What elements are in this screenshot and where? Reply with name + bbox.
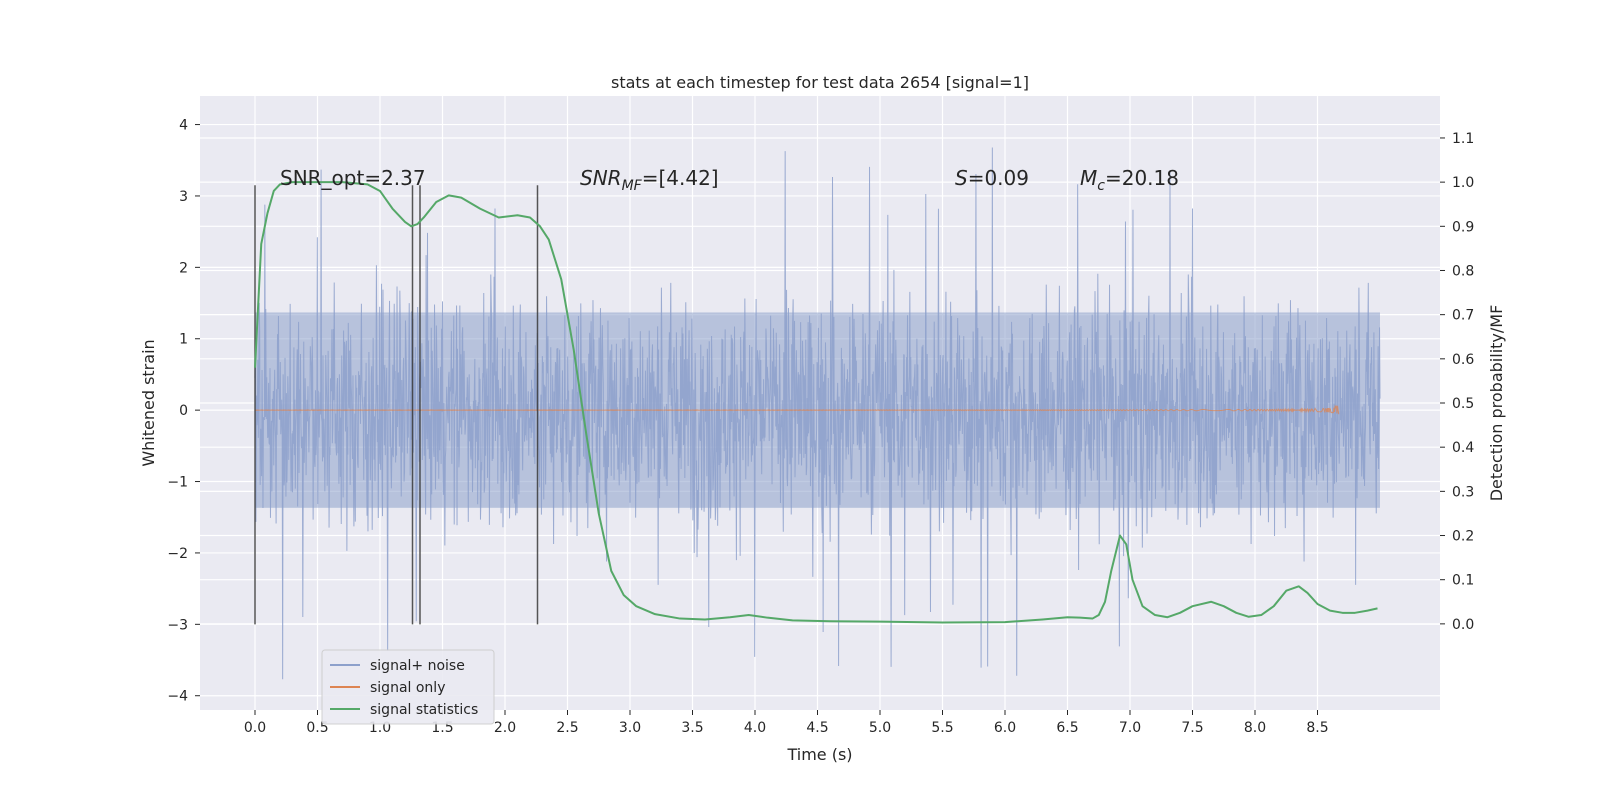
x-tick-label: 2.5 [556, 720, 578, 736]
legend: signal+ noise signal only signal statist… [321, 649, 495, 725]
chart-title: stats at each timestep for test data 265… [611, 73, 1029, 92]
annotations: SNR_opt=2.37 SNRMF=[4.42] S=0.09 Mc=20.18 [280, 166, 1179, 194]
series-line-signal-statistics [254, 181, 1378, 624]
series-line-signal-only [254, 404, 1340, 415]
annotation-symbol: M [1080, 166, 1097, 190]
y-tick-label-right: 0.5 [1452, 396, 1474, 412]
y-tick-label-left: 2 [179, 260, 188, 276]
annotation-symbol: S [955, 166, 968, 190]
y-tick-label-right: 1.0 [1452, 175, 1474, 191]
x-tick-label: 6.5 [1056, 720, 1078, 736]
legend-label-signal-plus-noise: signal+ noise [370, 658, 465, 674]
y-tick-label-right: 0.0 [1452, 617, 1474, 633]
axis-ticks: 0.0 0.5 1.0 1.5 2.0 2.5 3.0 3.5 4.0 4.5 5.0 5.5 6.0 6… [167, 118, 1474, 736]
annotation-subscript: c [1097, 178, 1105, 194]
series-line-signal-plus-noise [254, 147, 1381, 680]
x-tick-label: 3.5 [681, 720, 703, 736]
y-tick-label-left: 1 [179, 332, 188, 348]
y-tick-label-left: −4 [167, 689, 188, 705]
annotation-2: S=0.09 [955, 166, 1029, 190]
x-axis-label: Time (s) [786, 745, 852, 764]
y-tick-label-left: 0 [179, 403, 188, 419]
x-tick-label: 8.5 [1306, 720, 1328, 736]
y-tick-label-left: −2 [167, 546, 188, 562]
x-tick-label: 8.0 [1244, 720, 1266, 736]
y-tick-label-left: −1 [167, 475, 188, 491]
x-tick-label: 7.5 [1181, 720, 1203, 736]
y-tick-label-right: 0.4 [1452, 440, 1474, 456]
y-tick-label-right: 0.6 [1452, 352, 1474, 368]
vertical-markers [254, 185, 539, 625]
y-axis-label-right: Detection probability/MF [1487, 305, 1506, 502]
y-tick-label-right: 0.2 [1452, 529, 1474, 545]
y-axis-label-left: Whitened strain [139, 339, 158, 466]
annotation-value: =0.09 [968, 166, 1029, 190]
x-tick-label: 6.0 [994, 720, 1016, 736]
legend-label-signal-statistics: signal statistics [370, 702, 478, 718]
annotation-symbol: SNR [580, 166, 622, 190]
series-signal-only [254, 404, 1340, 415]
annotation-3: Mc=20.18 [1080, 166, 1179, 194]
legend-label-signal-only: signal only [370, 680, 445, 696]
y-tick-label-left: 4 [179, 118, 188, 134]
x-tick-label: 0.0 [244, 720, 266, 736]
x-tick-label: 5.5 [931, 720, 953, 736]
y-tick-label-right: 0.1 [1452, 573, 1474, 589]
x-tick-label: 7.0 [1119, 720, 1141, 736]
series-signal-statistics [254, 181, 1378, 624]
annotation-value: =20.18 [1105, 166, 1179, 190]
x-tick-label: 2.0 [494, 720, 516, 736]
y-tick-label-left: 3 [179, 189, 188, 205]
x-tick-label: 5.0 [869, 720, 891, 736]
y-tick-label-right: 1.1 [1452, 131, 1474, 147]
x-tick-label: 3.0 [619, 720, 641, 736]
y-tick-label-right: 0.8 [1452, 263, 1474, 279]
y-tick-label-right: 0.3 [1452, 484, 1474, 500]
y-tick-label-right: 0.7 [1452, 308, 1474, 324]
annotation-1: SNRMF=[4.42] [580, 166, 719, 194]
annotation-0: SNR_opt=2.37 [280, 166, 426, 190]
x-tick-label: 4.5 [806, 720, 828, 736]
x-tick-label: 4.0 [744, 720, 766, 736]
annotation-subscript: MF [622, 178, 643, 194]
annotation-value: =[4.42] [642, 166, 719, 190]
y-tick-label-right: 0.9 [1452, 219, 1474, 235]
y-tick-label-left: −3 [167, 617, 188, 633]
legend-box [321, 649, 495, 725]
